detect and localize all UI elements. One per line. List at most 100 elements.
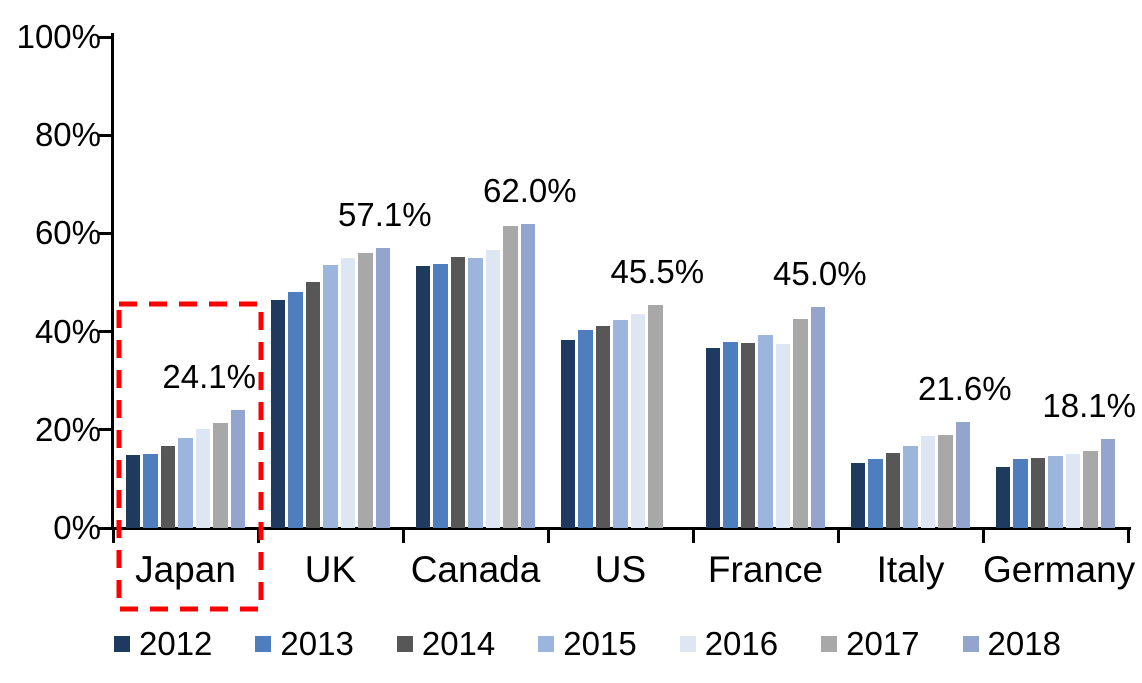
bar-2015-us (613, 319, 628, 528)
y-tick (99, 428, 113, 432)
bar-2015-france (758, 335, 773, 528)
bar-2018-germany (1100, 439, 1116, 528)
category-label-france: France (707, 549, 824, 590)
bar-2013-canada (433, 264, 448, 528)
x-tick (546, 527, 550, 543)
bar-2016-germany (1065, 454, 1081, 528)
bars-canada (403, 223, 548, 528)
bar-2012-france (705, 347, 721, 528)
legend-item-2012: 2012 (114, 626, 212, 662)
bar-2017-italy (938, 434, 953, 528)
y-axis-tick-label: 80% (34, 116, 101, 154)
bar-2018-canada (520, 223, 536, 528)
y-axis-tick-label: 0% (53, 509, 101, 546)
bar-2016-france (775, 344, 791, 528)
y-axis-tick-label: 60% (34, 214, 101, 252)
bars-france (693, 307, 838, 528)
bar-2018-italy (955, 421, 971, 528)
y-tick (99, 35, 113, 39)
bar-2013-italy (868, 459, 883, 528)
x-tick (691, 527, 695, 543)
y-tick (99, 330, 113, 334)
legend-label-2018: 2018 (987, 625, 1061, 662)
y-tick (99, 231, 113, 235)
legend-swatch-2013 (255, 636, 272, 652)
legend-item-2018: 2018 (962, 625, 1061, 662)
data-label-canada: 62.0% (483, 171, 577, 209)
data-label-uk: 57.1% (338, 195, 432, 233)
legend-swatch-2017 (821, 636, 838, 652)
bar-2013-us (578, 330, 593, 528)
bar-2016-canada (485, 249, 501, 528)
data-label-germany: 18.1% (1042, 387, 1136, 425)
bar-2018-uk (375, 247, 391, 528)
legend-label-2015: 2015 (563, 625, 637, 662)
legend-label-2013: 2013 (280, 625, 354, 662)
bar-2012-uk (270, 299, 286, 528)
bar-2014-uk (305, 281, 321, 528)
plot-area: 24.1% Japan 57.1% UK 62.0% Canada 45.5% US 45.0%… (113, 37, 1136, 589)
bar-2012-japan (125, 454, 141, 528)
category-label-italy: Italy (876, 549, 945, 590)
bar-2016-italy (920, 435, 936, 528)
legend-swatch-2012 (114, 636, 130, 652)
y-tick (99, 526, 113, 530)
data-label-japan: 24.1% (162, 357, 256, 395)
bar-group-italy: 21.6% Italy (838, 37, 1012, 589)
x-tick (256, 527, 260, 543)
legend: 2012 2013 2014 2015 2016 2017 2018 (114, 626, 1061, 662)
bars-germany (983, 439, 1128, 528)
y-axis-tick-label: 100% (16, 18, 101, 55)
legend-item-2017: 2017 (821, 626, 920, 662)
bar-2017-germany (1083, 451, 1098, 528)
bar-group-us: 45.5% US (548, 37, 704, 589)
bar-2017-uk (358, 252, 373, 528)
bar-2013-germany (1013, 459, 1028, 528)
y-tick (99, 133, 113, 137)
bar-2015-japan (178, 437, 193, 528)
bar-2017-france (793, 319, 808, 528)
x-tick (111, 527, 115, 543)
category-label-uk: UK (304, 549, 357, 590)
bar-2014-germany (1030, 458, 1046, 528)
legend-item-2015: 2015 (538, 625, 637, 662)
y-axis-tick-label: 20% (34, 410, 101, 448)
bar-group-canada: 62.0% Canada (403, 37, 577, 588)
x-tick (981, 527, 985, 543)
legend-swatch-2015 (538, 636, 555, 652)
bar-2017-canada (503, 226, 518, 528)
x-tick (836, 527, 840, 543)
data-label-italy: 21.6% (918, 369, 1012, 407)
category-label-germany: Germany (983, 549, 1136, 590)
legend-swatch-2016 (679, 636, 696, 652)
legend-item-2013: 2013 (255, 625, 354, 662)
bar-2015-italy (903, 446, 918, 528)
category-label-canada: Canada (410, 549, 541, 590)
bar-2012-us (560, 339, 576, 528)
bar-2016-us (630, 313, 646, 528)
bar-2015-germany (1048, 456, 1063, 528)
bar-2017-japan (213, 422, 228, 528)
bars-japan (113, 409, 258, 528)
data-label-us: 45.5% (610, 252, 705, 290)
bar-2013-uk (288, 292, 303, 528)
bar-2014-japan (160, 446, 176, 528)
x-tick (1126, 527, 1130, 543)
bar-2012-germany (995, 467, 1011, 528)
bar-2017-us (648, 304, 663, 528)
bar-2013-france (723, 342, 738, 528)
bar-2014-italy (885, 453, 901, 528)
legend-item-2014: 2014 (396, 625, 496, 662)
data-label-france: 45.0% (773, 255, 867, 292)
y-axis-line (111, 33, 114, 530)
category-label-us: US (594, 549, 647, 590)
x-tick (401, 527, 405, 543)
legend-label-2014: 2014 (421, 625, 496, 662)
bar-2015-canada (468, 257, 483, 528)
bars-us (548, 304, 693, 528)
bar-2013-japan (143, 454, 158, 528)
bar-group-france: 45.0% France (693, 37, 867, 589)
bar-2016-japan (195, 429, 211, 528)
bar-2012-italy (850, 463, 866, 528)
